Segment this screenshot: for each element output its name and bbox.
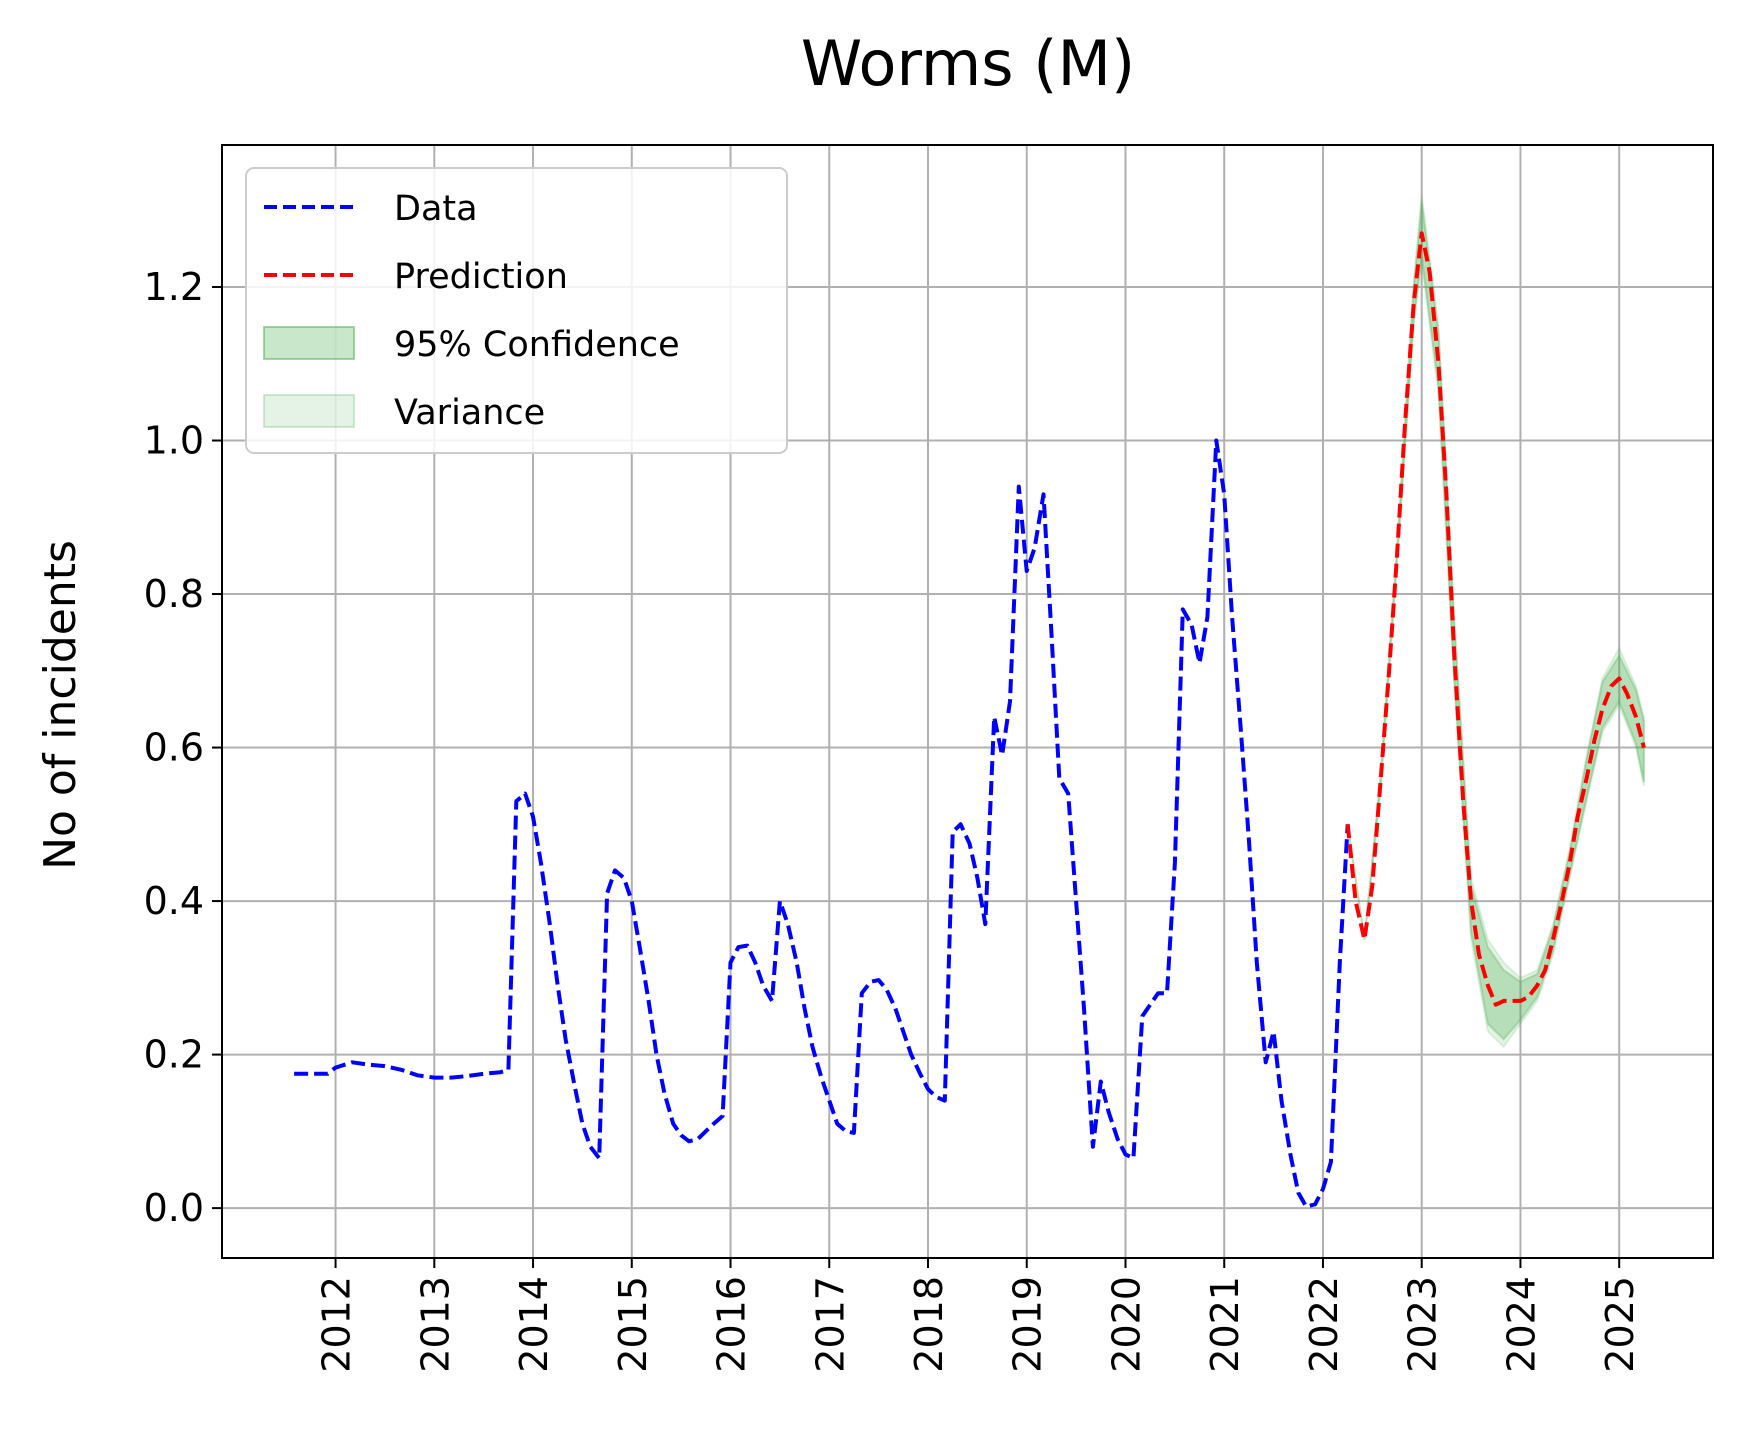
y-tick-label: 0.6 — [144, 726, 204, 770]
legend-box — [245, 167, 788, 454]
data-series — [294, 231, 1646, 1209]
x-tick-label: 2022 — [1302, 1276, 1346, 1373]
y-axis-label: No of incidents — [35, 540, 86, 870]
x-tick-label: 2018 — [907, 1276, 951, 1373]
x-tick-label: 2025 — [1598, 1276, 1642, 1373]
y-tick-label: 1.0 — [144, 419, 204, 463]
legend: Data Prediction 95% Confidence Variance — [245, 167, 788, 454]
legend-label-data: Data — [394, 189, 478, 229]
x-tick-label: 2017 — [808, 1276, 852, 1373]
x-tick-label: 2021 — [1203, 1276, 1247, 1373]
x-tick-label: 2015 — [611, 1276, 655, 1373]
legend-label-variance: Variance — [394, 393, 545, 433]
series-line-data — [294, 438, 1350, 1209]
y-tick-label: 0.0 — [144, 1186, 204, 1230]
x-tick-label: 2023 — [1401, 1276, 1445, 1373]
x-tick-label: 2014 — [512, 1276, 556, 1373]
legend-label-confidence: 95% Confidence — [394, 325, 680, 365]
plot-frame — [221, 144, 1714, 1259]
y-tick-label: 1.2 — [144, 265, 204, 309]
chart-title: Worms (M) — [801, 27, 1135, 100]
y-tick-label: 0.8 — [144, 572, 204, 616]
legend-swatch-variance — [263, 394, 355, 428]
x-tick-label: 2020 — [1104, 1276, 1148, 1373]
x-tick-label: 2016 — [710, 1276, 754, 1373]
legend-swatch-confidence — [263, 326, 355, 360]
x-tick-label: 2024 — [1499, 1276, 1543, 1373]
legend-label-prediction: Prediction — [394, 257, 568, 297]
x-tick-label: 2012 — [315, 1276, 359, 1373]
axis-ticks: 2012 2013 2014 2015 2016 2017 2018 2019 2020 2021… — [144, 265, 1643, 1373]
x-tick-label: 2013 — [413, 1276, 457, 1373]
x-tick-label: 2019 — [1006, 1276, 1050, 1373]
y-tick-label: 0.2 — [144, 1033, 204, 1077]
y-tick-label: 0.4 — [144, 879, 204, 923]
series-line-prediction — [1345, 231, 1646, 1007]
